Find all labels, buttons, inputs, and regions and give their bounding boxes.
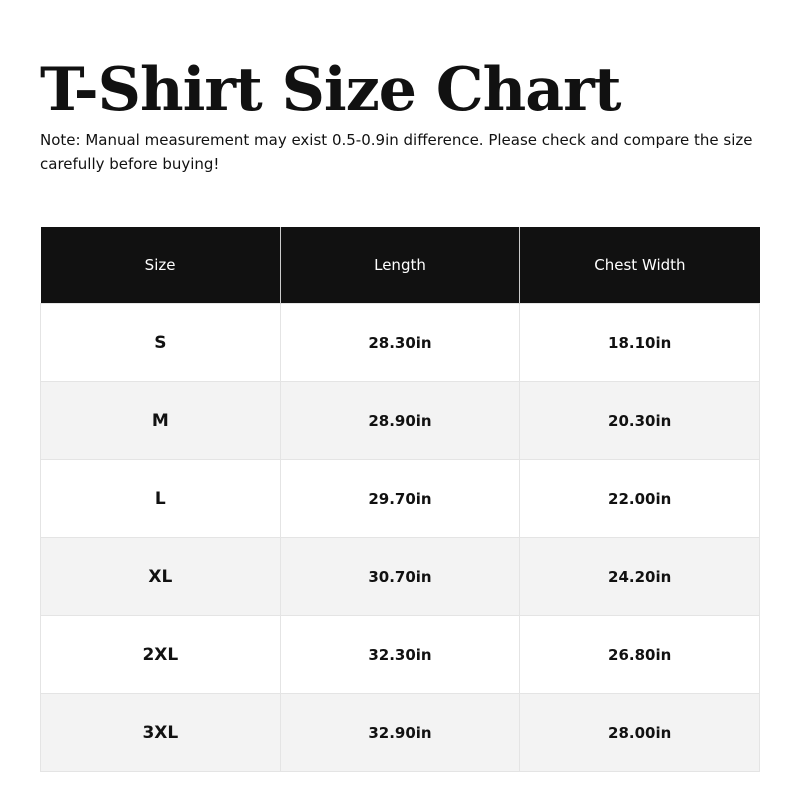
length-cell: 28.90in [279,381,521,460]
table-row: 2XL 32.30in 26.80in [40,615,760,694]
measurement-note: Note: Manual measurement may exist 0.5-0… [40,131,753,173]
length-cell: 28.30in [279,303,521,382]
table-header-row: Size Length Chest Width [40,227,760,304]
length-cell: 29.70in [279,459,521,538]
size-cell: XL [40,537,281,616]
table-row: M 28.90in 20.30in [40,381,760,460]
table-row: L 29.70in 22.00in [40,459,760,538]
header-chest-width: Chest Width [519,227,760,304]
size-cell: S [40,303,281,382]
table-row: XL 30.70in 24.20in [40,537,760,616]
chest-width-cell: 24.20in [519,537,760,616]
chest-width-cell: 18.10in [519,303,760,382]
table-row: 3XL 32.90in 28.00in [40,693,760,772]
length-cell: 32.30in [279,615,521,694]
size-cell: 2XL [40,615,281,694]
size-cell: 3XL [40,693,281,772]
chest-width-cell: 22.00in [519,459,760,538]
chest-width-cell: 28.00in [519,693,760,772]
length-cell: 30.70in [279,537,521,616]
chest-width-cell: 20.30in [519,381,760,460]
size-cell: M [40,381,281,460]
size-chart-table: Size Length Chest Width S 28.30in 18.10in M… [40,227,760,772]
length-cell: 32.90in [279,693,521,772]
chest-width-cell: 26.80in [519,615,760,694]
size-cell: L [40,459,281,538]
table-row: S 28.30in 18.10in [40,303,760,382]
header-length: Length [279,227,520,304]
header-size: Size [40,227,281,304]
page-title: T-Shirt Size Chart [40,55,621,125]
